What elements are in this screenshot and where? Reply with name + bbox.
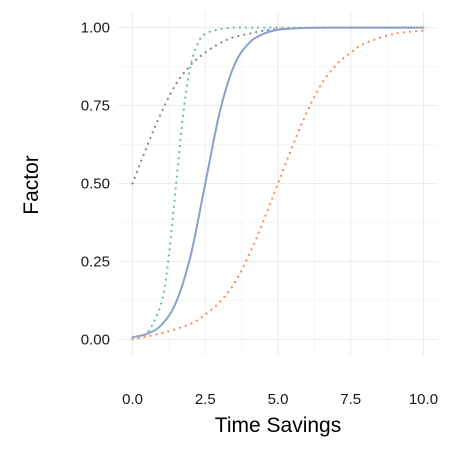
y-tick-label: 0.25 [81, 253, 110, 270]
y-tick-label: 0.50 [81, 176, 110, 193]
grid [118, 12, 438, 355]
series-group [131, 26, 425, 341]
series-line-3 [131, 26, 425, 339]
y-tick-label: 0.00 [81, 331, 110, 348]
x-axis-ticks: 0.0 2.5 5.0 7.5 10.0 [122, 391, 438, 408]
y-axis-ticks: 0.00 0.25 0.50 0.75 1.00 [81, 20, 110, 349]
x-tick-label: 7.5 [340, 391, 361, 408]
x-axis-title: Time Savings [215, 414, 341, 437]
series-line-4 [131, 29, 425, 341]
series-line-2 [131, 26, 425, 339]
x-tick-label: 10.0 [409, 391, 438, 408]
x-tick-label: 5.0 [268, 391, 289, 408]
y-axis-title: Factor [20, 155, 43, 215]
x-tick-label: 2.5 [195, 391, 216, 408]
y-tick-label: 1.00 [81, 20, 110, 37]
y-tick-label: 0.75 [81, 98, 110, 115]
x-tick-label: 0.0 [122, 391, 143, 408]
